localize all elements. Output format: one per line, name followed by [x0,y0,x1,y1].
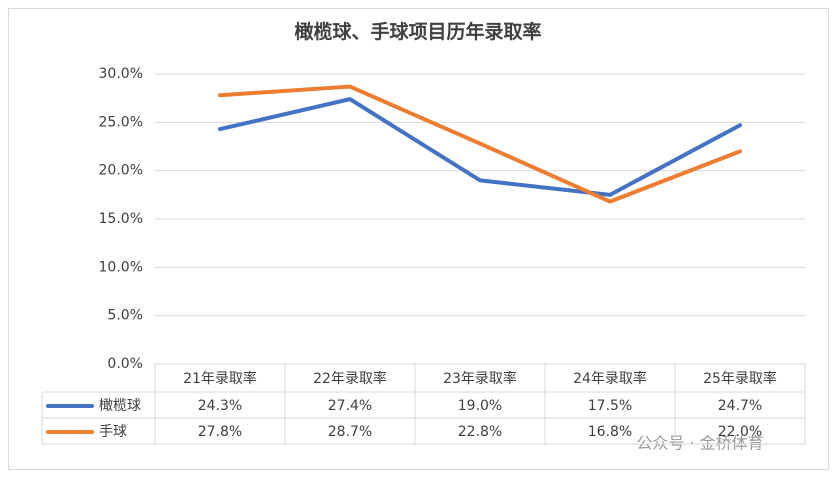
table-value: 17.5% [588,398,632,414]
x-tick-label: 21年录取率 [183,370,257,387]
y-tick-label: 5.0% [107,308,143,324]
table-value: 22.8% [458,424,502,440]
table-value: 28.7% [328,424,372,440]
x-tick-label: 23年录取率 [443,370,517,387]
table-value: 24.7% [718,398,762,414]
table-value: 24.3% [198,398,242,414]
y-tick-label: 15.0% [99,211,143,227]
table-value: 19.0% [458,398,502,414]
chart-title: 橄榄球、手球项目历年录取率 [294,20,541,43]
x-tick-label: 22年录取率 [313,370,387,387]
series-line [218,84,742,204]
y-tick-label: 30.0% [99,66,143,82]
chart-frame [8,8,829,470]
legend-label: 橄榄球 [99,398,141,414]
table-value: 22.0% [718,424,762,440]
x-tick-label: 25年录取率 [703,370,777,387]
table-value: 27.4% [328,398,372,414]
x-tick-label: 24年录取率 [573,370,647,387]
y-tick-label: 20.0% [99,163,143,179]
legend-label: 手球 [99,424,127,440]
y-tick-label: 0.0% [107,356,143,372]
series-line [218,97,742,197]
table-value: 27.8% [198,424,242,440]
table-value: 16.8% [588,424,632,440]
watermark: 公众号 · 金桥体育 [636,434,763,453]
y-tick-label: 10.0% [99,259,143,275]
y-tick-label: 25.0% [99,114,143,130]
